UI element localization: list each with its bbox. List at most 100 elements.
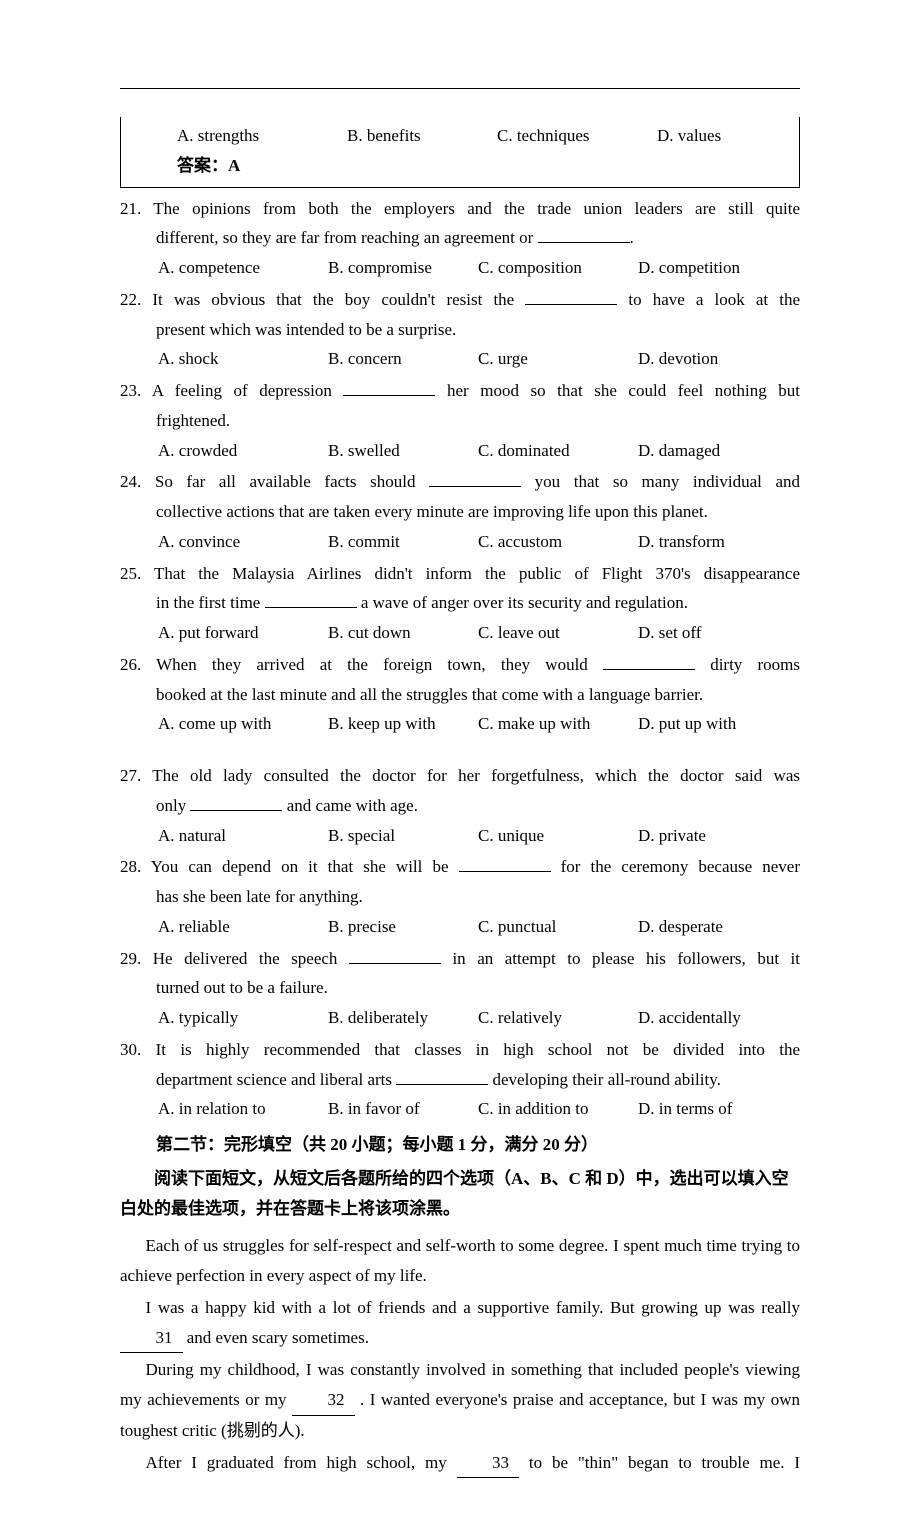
q26-opt-c: C. make up with xyxy=(478,709,638,739)
q22-opt-c: C. urge xyxy=(478,344,638,374)
q23-stem1: A feeling of depression xyxy=(152,381,344,400)
q30-num: 30. xyxy=(120,1040,141,1059)
q24-tail1: you that so many individual and xyxy=(521,472,800,491)
q21-opt-a: A. competence xyxy=(158,253,328,283)
q28-blank xyxy=(459,854,551,872)
q30-blank xyxy=(396,1067,488,1085)
q23-tail1: her mood so that she could feel nothing … xyxy=(435,381,800,400)
q29-opt-a: A. typically xyxy=(158,1003,328,1033)
example-opt-b: B. benefits xyxy=(347,121,497,151)
q28-opt-b: B. precise xyxy=(328,912,478,942)
blank-31: 31 xyxy=(120,1323,183,1354)
q29-tail1: in an attempt to please his followers, b… xyxy=(441,949,800,968)
question-29: 29. He delivered the speech in an attemp… xyxy=(120,944,800,1033)
q25-stem2: in the first time xyxy=(156,593,265,612)
passage-p1: Each of us struggles for self-respect an… xyxy=(120,1231,800,1291)
question-24: 24. So far all available facts should yo… xyxy=(120,467,800,556)
q21-stem1: The opinions from both the employers and… xyxy=(153,199,800,218)
q30-opt-d: D. in terms of xyxy=(638,1094,800,1124)
p4-b: to be "thin" began to trouble me. I xyxy=(519,1453,800,1472)
q25-blank xyxy=(265,590,357,608)
q22-opt-d: D. devotion xyxy=(638,344,800,374)
blank-32: 32 xyxy=(292,1385,355,1416)
q25-num: 25. xyxy=(120,564,141,583)
q22-opt-a: A. shock xyxy=(158,344,328,374)
section2-title: 第二节：完形填空（共 20 小题；每小题 1 分，满分 20 分） xyxy=(120,1130,800,1160)
example-answer: 答案：A xyxy=(121,151,799,181)
q22-blank xyxy=(525,287,617,305)
question-28: 28. You can depend on it that she will b… xyxy=(120,852,800,941)
q27-stem2: only xyxy=(156,796,190,815)
q22-stem1a: It was obvious that the boy couldn't res… xyxy=(152,290,525,309)
p2-a: I was a happy kid with a lot of friends … xyxy=(146,1298,801,1317)
q29-stem2: turned out to be a failure. xyxy=(156,978,328,997)
q28-opt-d: D. desperate xyxy=(638,912,800,942)
q27-stem1: The old lady consulted the doctor for he… xyxy=(152,766,800,785)
q22-stem2: present which was intended to be a surpr… xyxy=(156,320,456,339)
q26-opt-d: D. put up with xyxy=(638,709,800,739)
question-22: 22. It was obvious that the boy couldn't… xyxy=(120,285,800,374)
q29-opt-b: B. deliberately xyxy=(328,1003,478,1033)
page-divider xyxy=(120,88,800,89)
question-26: 26. When they arrived at the foreign tow… xyxy=(120,650,800,739)
q24-opt-c: C. accustom xyxy=(478,527,638,557)
q26-num: 26. xyxy=(120,655,141,674)
q24-opt-b: B. commit xyxy=(328,527,478,557)
example-opt-c: C. techniques xyxy=(497,121,657,151)
q30-opt-a: A. in relation to xyxy=(158,1094,328,1124)
q27-opt-b: B. special xyxy=(328,821,478,851)
q29-num: 29. xyxy=(120,949,141,968)
q22-tail1: to have a look at the xyxy=(617,290,800,309)
example-box: A. strengths B. benefits C. techniques D… xyxy=(120,117,800,188)
question-25: 25. That the Malaysia Airlines didn't in… xyxy=(120,559,800,648)
q30-opt-b: B. in favor of xyxy=(328,1094,478,1124)
q23-blank xyxy=(343,378,435,396)
q24-opt-a: A. convince xyxy=(158,527,328,557)
q26-stem1: When they arrived at the foreign town, t… xyxy=(156,655,603,674)
q26-opt-a: A. come up with xyxy=(158,709,328,739)
q24-num: 24. xyxy=(120,472,141,491)
q23-opt-d: D. damaged xyxy=(638,436,800,466)
q25-opt-b: B. cut down xyxy=(328,618,478,648)
q28-opt-c: C. punctual xyxy=(478,912,638,942)
q27-opt-d: D. private xyxy=(638,821,800,851)
q28-stem2: has she been late for anything. xyxy=(156,887,363,906)
q21-num: 21. xyxy=(120,199,141,218)
q27-tail: and came with age. xyxy=(282,796,417,815)
q27-num: 27. xyxy=(120,766,141,785)
q27-blank xyxy=(190,793,282,811)
q21-stem2: different, so they are far from reaching… xyxy=(156,228,538,247)
q29-blank xyxy=(349,946,441,964)
q23-opt-a: A. crowded xyxy=(158,436,328,466)
q21-opt-d: D. competition xyxy=(638,253,800,283)
q28-num: 28. xyxy=(120,857,141,876)
blank-33: 33 xyxy=(457,1448,520,1479)
q29-opt-d: D. accidentally xyxy=(638,1003,800,1033)
question-23: 23. A feeling of depression her mood so … xyxy=(120,376,800,465)
q22-opt-b: B. concern xyxy=(328,344,478,374)
q24-opt-d: D. transform xyxy=(638,527,800,557)
q28-tail1: for the ceremony because never xyxy=(551,857,800,876)
q22-num: 22. xyxy=(120,290,141,309)
p4-a: After I graduated from high school, my xyxy=(146,1453,457,1472)
section2-instruction: 阅读下面短文，从短文后各题所给的四个选项（A、B、C 和 D）中，选出可以填入空… xyxy=(120,1164,800,1224)
q27-opt-a: A. natural xyxy=(158,821,328,851)
q28-opt-a: A. reliable xyxy=(158,912,328,942)
q25-opt-c: C. leave out xyxy=(478,618,638,648)
q27-opt-c: C. unique xyxy=(478,821,638,851)
passage-p3: During my childhood, I was constantly in… xyxy=(120,1355,800,1445)
q23-opt-b: B. swelled xyxy=(328,436,478,466)
example-opt-d: D. values xyxy=(657,121,799,151)
q26-tail1: dirty rooms xyxy=(695,655,800,674)
q29-opt-c: C. relatively xyxy=(478,1003,638,1033)
q30-stem1: It is highly recommended that classes in… xyxy=(156,1040,800,1059)
spacer xyxy=(120,741,800,761)
q25-opt-a: A. put forward xyxy=(158,618,328,648)
q23-opt-c: C. dominated xyxy=(478,436,638,466)
q21-tail: . xyxy=(630,228,634,247)
p2-b: and even scary sometimes. xyxy=(183,1328,369,1347)
q26-opt-b: B. keep up with xyxy=(328,709,478,739)
passage-p4: After I graduated from high school, my 3… xyxy=(120,1448,800,1479)
q30-tail: developing their all-round ability. xyxy=(488,1070,721,1089)
q24-stem1: So far all available facts should xyxy=(155,472,429,491)
